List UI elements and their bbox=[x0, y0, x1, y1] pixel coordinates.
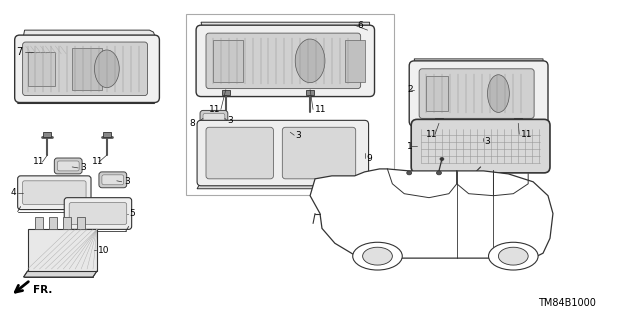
FancyBboxPatch shape bbox=[461, 133, 483, 143]
FancyBboxPatch shape bbox=[58, 161, 79, 171]
Text: TM84B1000: TM84B1000 bbox=[538, 298, 596, 308]
FancyBboxPatch shape bbox=[203, 114, 225, 123]
Text: 11: 11 bbox=[521, 130, 532, 139]
FancyBboxPatch shape bbox=[266, 124, 293, 140]
Bar bbox=[345, 40, 365, 82]
Bar bbox=[28, 52, 55, 85]
Text: 7: 7 bbox=[17, 47, 23, 57]
Bar bbox=[77, 218, 85, 229]
Text: FR.: FR. bbox=[33, 285, 52, 295]
FancyBboxPatch shape bbox=[200, 110, 228, 126]
Bar bbox=[63, 218, 71, 229]
Polygon shape bbox=[22, 30, 156, 42]
FancyBboxPatch shape bbox=[458, 130, 486, 146]
Text: 9: 9 bbox=[367, 153, 372, 162]
FancyBboxPatch shape bbox=[54, 158, 82, 174]
Bar bbox=[28, 229, 97, 271]
FancyBboxPatch shape bbox=[22, 181, 86, 204]
Text: 4: 4 bbox=[11, 188, 17, 197]
FancyBboxPatch shape bbox=[15, 35, 159, 102]
Ellipse shape bbox=[440, 158, 444, 160]
Ellipse shape bbox=[436, 171, 442, 175]
Text: 10: 10 bbox=[98, 246, 109, 255]
FancyBboxPatch shape bbox=[18, 176, 91, 210]
Ellipse shape bbox=[407, 171, 412, 175]
Text: 8: 8 bbox=[189, 119, 195, 128]
Ellipse shape bbox=[95, 50, 119, 88]
Text: 6: 6 bbox=[358, 21, 364, 30]
Text: 1: 1 bbox=[407, 142, 413, 151]
FancyBboxPatch shape bbox=[64, 198, 132, 229]
Bar bbox=[72, 48, 102, 90]
Text: 3: 3 bbox=[484, 137, 490, 146]
Ellipse shape bbox=[488, 242, 538, 270]
Bar bbox=[222, 90, 230, 94]
Text: 11: 11 bbox=[92, 158, 104, 167]
Text: 11: 11 bbox=[315, 105, 326, 114]
Bar bbox=[103, 132, 111, 137]
Text: 3: 3 bbox=[227, 116, 232, 125]
FancyBboxPatch shape bbox=[99, 172, 127, 188]
FancyBboxPatch shape bbox=[268, 127, 291, 137]
Polygon shape bbox=[414, 59, 543, 66]
Text: 2: 2 bbox=[407, 85, 413, 94]
Text: 11: 11 bbox=[209, 105, 220, 114]
Bar bbox=[49, 218, 58, 229]
Ellipse shape bbox=[488, 75, 509, 112]
Polygon shape bbox=[18, 98, 154, 103]
Ellipse shape bbox=[353, 242, 403, 270]
FancyBboxPatch shape bbox=[206, 33, 361, 89]
Bar bbox=[186, 14, 394, 195]
Polygon shape bbox=[201, 22, 369, 30]
Ellipse shape bbox=[499, 247, 528, 265]
Text: 3: 3 bbox=[295, 131, 301, 140]
Bar bbox=[515, 118, 522, 123]
FancyBboxPatch shape bbox=[411, 119, 550, 173]
FancyBboxPatch shape bbox=[282, 127, 356, 179]
Bar bbox=[213, 40, 243, 82]
Text: 3: 3 bbox=[125, 177, 131, 186]
FancyBboxPatch shape bbox=[419, 69, 534, 118]
Polygon shape bbox=[310, 169, 553, 258]
Text: 3: 3 bbox=[80, 163, 86, 173]
Text: 11: 11 bbox=[33, 158, 44, 167]
Ellipse shape bbox=[363, 247, 392, 265]
FancyBboxPatch shape bbox=[197, 120, 369, 186]
Bar bbox=[426, 76, 448, 111]
Polygon shape bbox=[24, 271, 97, 277]
Polygon shape bbox=[197, 182, 365, 189]
FancyBboxPatch shape bbox=[69, 203, 127, 225]
FancyBboxPatch shape bbox=[196, 25, 374, 97]
Text: 5: 5 bbox=[130, 209, 136, 218]
FancyBboxPatch shape bbox=[102, 175, 124, 185]
Bar bbox=[306, 90, 314, 94]
Bar bbox=[35, 218, 44, 229]
Bar bbox=[435, 118, 443, 123]
Text: 11: 11 bbox=[426, 130, 438, 139]
FancyBboxPatch shape bbox=[206, 127, 273, 179]
Bar bbox=[44, 132, 51, 137]
FancyBboxPatch shape bbox=[409, 61, 548, 126]
FancyBboxPatch shape bbox=[22, 42, 147, 96]
Ellipse shape bbox=[295, 39, 325, 83]
